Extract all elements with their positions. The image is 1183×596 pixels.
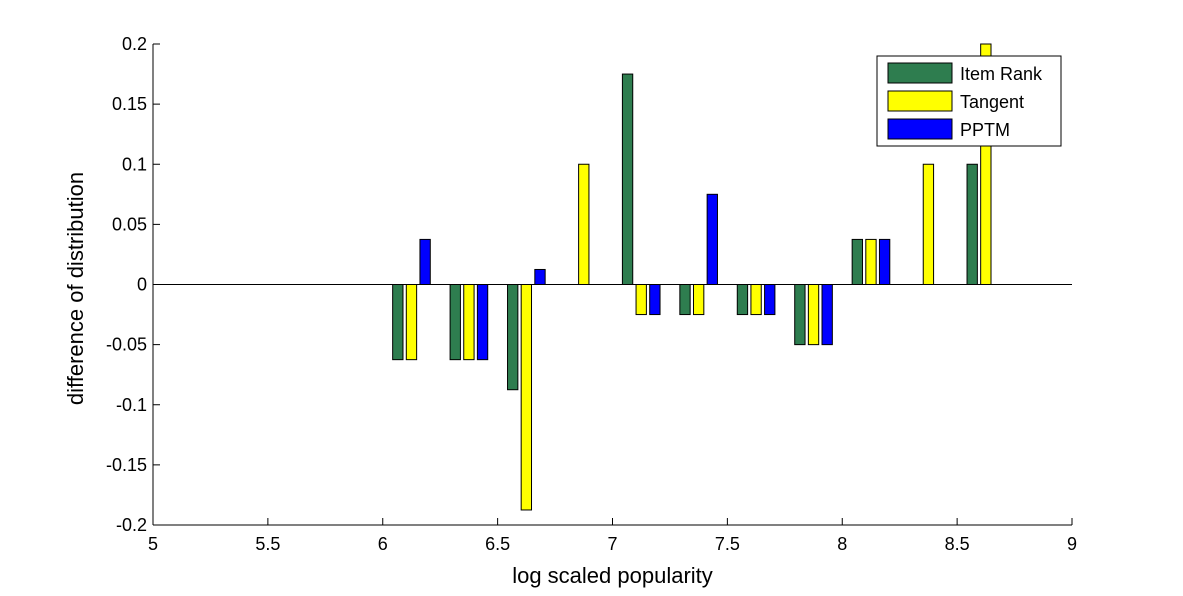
legend-swatch bbox=[887, 62, 953, 84]
bar-pptm bbox=[649, 284, 661, 316]
bar-item-rank bbox=[736, 284, 749, 316]
x-tick-label: 7 bbox=[607, 534, 617, 554]
bar-tangent bbox=[865, 238, 877, 286]
x-axis-label: log scaled popularity bbox=[512, 563, 713, 588]
legend-label: Item Rank bbox=[960, 64, 1043, 84]
bar-pptm bbox=[706, 193, 718, 285]
bar-tangent bbox=[578, 163, 590, 285]
y-tick-label: 0 bbox=[137, 275, 147, 295]
bar-tangent bbox=[750, 284, 762, 316]
bar-pptm bbox=[534, 268, 546, 286]
y-tick-label: 0.05 bbox=[112, 214, 147, 234]
bar-item-rank bbox=[507, 284, 519, 391]
bar-item-rank bbox=[966, 163, 978, 285]
bar-pptm bbox=[419, 238, 431, 286]
y-tick-label: 0.1 bbox=[122, 154, 147, 174]
legend: Item Rank Tangent PPTM bbox=[876, 55, 1062, 147]
x-tick-label: 8.5 bbox=[945, 534, 970, 554]
x-tick-label: 7.5 bbox=[715, 534, 740, 554]
x-tick-label: 5 bbox=[148, 534, 158, 554]
bar-item-rank bbox=[794, 284, 806, 346]
y-tick-label: 0.2 bbox=[122, 34, 147, 54]
x-tick-label: 9 bbox=[1067, 534, 1077, 554]
bar-item-rank bbox=[392, 284, 404, 361]
y-tick-label: -0.1 bbox=[116, 395, 147, 415]
bar-tangent bbox=[463, 284, 475, 361]
bar-tangent bbox=[635, 284, 647, 316]
y-tick-label: -0.15 bbox=[106, 455, 147, 475]
legend-label: Tangent bbox=[960, 92, 1024, 112]
x-tick-label: 5.5 bbox=[255, 534, 280, 554]
bar-item-rank bbox=[851, 238, 863, 286]
legend-label: PPTM bbox=[960, 120, 1010, 140]
axes-layer: 5 5.5 6 6.5 7 7.5 8 8.5 9 -0.2 -0.15 -0.1 -0.05 0 0.05… bbox=[106, 34, 1077, 554]
bar-pptm bbox=[878, 238, 891, 286]
bar-item-rank bbox=[621, 73, 634, 285]
legend-swatch bbox=[887, 118, 953, 140]
bar-tangent bbox=[405, 284, 418, 361]
bar-tangent bbox=[922, 163, 935, 285]
bar-pptm bbox=[821, 284, 833, 346]
bar-pptm bbox=[476, 284, 489, 361]
x-tick-label: 8 bbox=[837, 534, 847, 554]
x-tick-label: 6.5 bbox=[485, 534, 510, 554]
bar-tangent bbox=[807, 284, 820, 346]
x-tick-label: 6 bbox=[378, 534, 388, 554]
legend-swatch bbox=[887, 90, 953, 112]
bar-item-rank bbox=[679, 284, 691, 316]
y-tick-label: -0.2 bbox=[116, 515, 147, 535]
y-tick-label: 0.15 bbox=[112, 94, 147, 114]
bar-tangent bbox=[692, 284, 705, 316]
bar-tangent bbox=[520, 284, 533, 511]
bar-pptm bbox=[764, 284, 776, 316]
bar-item-rank bbox=[449, 284, 461, 361]
y-tick-label: -0.05 bbox=[106, 335, 147, 355]
y-axis-label: difference of distribution bbox=[63, 172, 88, 405]
